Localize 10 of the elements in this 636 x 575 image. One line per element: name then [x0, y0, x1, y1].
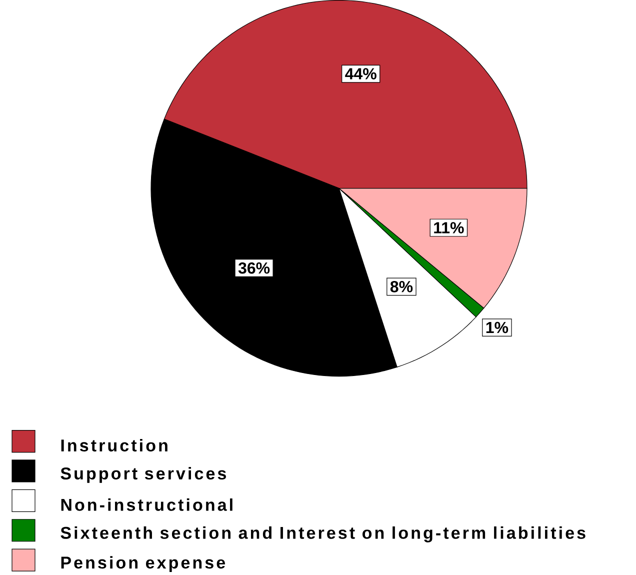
data-label: 11%: [434, 222, 464, 234]
legend-label: Non-instructional: [61, 498, 232, 511]
legend-label: Support services: [60, 466, 226, 483]
legend-label: Instruction: [61, 438, 168, 452]
data-label: 1%: [486, 322, 508, 334]
data-label: 44%: [345, 68, 376, 80]
legend-label: Pension expense: [61, 556, 226, 572]
data-label: 36%: [238, 262, 270, 274]
legend-label: Sixteenth section and Interest on long-term liabilities: [60, 526, 586, 542]
data-label: 8%: [390, 280, 413, 292]
